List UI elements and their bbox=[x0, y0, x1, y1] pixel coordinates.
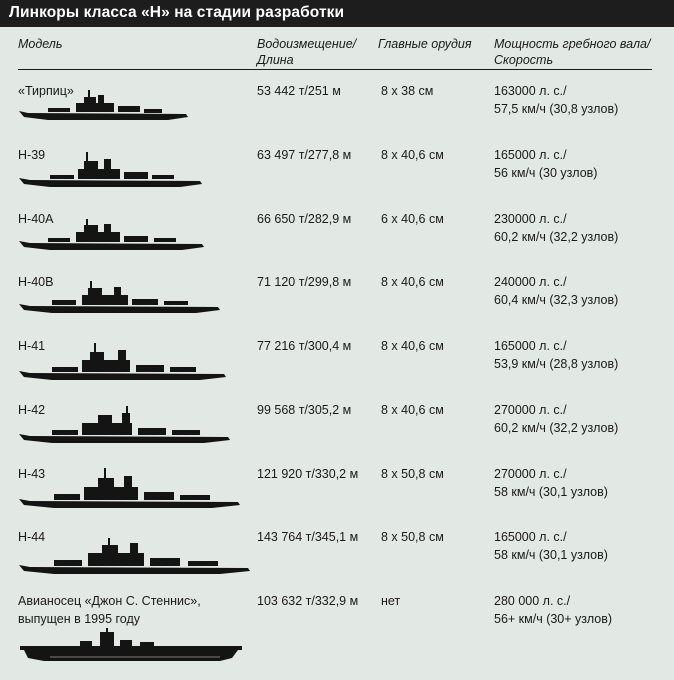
row-model: Н-41 bbox=[18, 339, 46, 353]
row-speed: 60,4 км/ч (32,3 узлов) bbox=[494, 293, 619, 307]
battleship-silhouette bbox=[18, 342, 228, 381]
header-power: Мощность гребного вала/ Скорость bbox=[494, 36, 650, 68]
row-guns: 8 х 40,6 см bbox=[381, 275, 444, 289]
row-model: Н-40В bbox=[18, 275, 54, 289]
carrier-model-line1: Авианосец «Джон С. Стеннис», bbox=[18, 594, 201, 608]
row-model: Н-44 bbox=[18, 530, 46, 544]
row-power: 270000 л. с./ bbox=[494, 403, 567, 417]
battleship-silhouette bbox=[18, 150, 204, 188]
row-power: 270000 л. с./ bbox=[494, 467, 567, 481]
row-power: 165000 л. с./ bbox=[494, 339, 567, 353]
row-model: «Тирпиц» bbox=[18, 84, 74, 98]
battleship-silhouette bbox=[18, 537, 252, 575]
row-guns: 6 х 40,6 см bbox=[381, 212, 444, 226]
row-model: Н-39 bbox=[18, 148, 46, 162]
row-power: 240000 л. с./ bbox=[494, 275, 567, 289]
aircraft-carrier-silhouette bbox=[20, 628, 242, 666]
row-speed: 60,2 км/ч (32,2 узлов) bbox=[494, 230, 619, 244]
battleship-silhouette bbox=[18, 218, 206, 251]
row-speed: 58 км/ч (30,1 узлов) bbox=[494, 485, 608, 499]
row-guns: 8 х 50,8 см bbox=[381, 467, 444, 481]
row-displacement: 143 764 т/345,1 м bbox=[257, 530, 359, 544]
battleship-silhouette bbox=[18, 280, 222, 314]
header-model: Модель bbox=[18, 37, 63, 51]
row-guns: 8 х 40,6 см bbox=[381, 148, 444, 162]
row-model: Н-43 bbox=[18, 467, 46, 481]
row-guns: 8 х 40,6 см bbox=[381, 339, 444, 353]
battleship-silhouette bbox=[18, 87, 190, 121]
row-displacement: 66 650 т/282,9 м bbox=[257, 212, 352, 226]
row-power: 163000 л. с./ bbox=[494, 84, 567, 98]
battleship-silhouette bbox=[18, 467, 242, 509]
title-bar: Линкоры класса «Н» на стадии разработки bbox=[0, 0, 674, 27]
row-power: 165000 л. с./ bbox=[494, 148, 567, 162]
row-speed: 58 км/ч (30,1 узлов) bbox=[494, 548, 608, 562]
row-power: 230000 л. с./ bbox=[494, 212, 567, 226]
carrier-guns: нет bbox=[381, 594, 401, 608]
row-speed: 60,2 км/ч (32,2 узлов) bbox=[494, 421, 619, 435]
row-displacement: 63 497 т/277,8 м bbox=[257, 148, 352, 162]
row-guns: 8 х 50,8 см bbox=[381, 530, 444, 544]
header-displacement: Водоизмещение/ Длина bbox=[257, 36, 356, 68]
carrier-speed: 56+ км/ч (30+ узлов) bbox=[494, 612, 613, 626]
row-displacement: 121 920 т/330,2 м bbox=[257, 467, 359, 481]
row-guns: 8 х 38 см bbox=[381, 84, 434, 98]
row-guns: 8 х 40,6 см bbox=[381, 403, 444, 417]
row-model: Н-42 bbox=[18, 403, 46, 417]
header-guns: Главные орудия bbox=[378, 37, 472, 51]
row-power: 165000 л. с./ bbox=[494, 530, 567, 544]
carrier-model-line2: выпущен в 1995 году bbox=[18, 612, 141, 626]
row-speed: 56 км/ч (30 узлов) bbox=[494, 166, 598, 180]
carrier-power: 280 000 л. с./ bbox=[494, 594, 571, 608]
row-displacement: 99 568 т/305,2 м bbox=[257, 403, 352, 417]
row-displacement: 71 120 т/299,8 м bbox=[257, 275, 352, 289]
battleship-silhouette bbox=[18, 404, 232, 444]
header-power-line2: Скорость bbox=[494, 53, 554, 67]
row-displacement: 77 216 т/300,4 м bbox=[257, 339, 352, 353]
page-title: Линкоры класса «Н» на стадии разработки bbox=[9, 4, 345, 21]
row-speed: 53,9 км/ч (28,8 узлов) bbox=[494, 357, 619, 371]
header-displacement-line1: Водоизмещение/ bbox=[257, 37, 357, 51]
row-speed: 57,5 км/ч (30,8 узлов) bbox=[494, 102, 619, 116]
row-model: Н-40А bbox=[18, 212, 54, 226]
row-displacement: 53 442 т/251 м bbox=[257, 84, 341, 98]
carrier-displacement: 103 632 т/332,9 м bbox=[257, 594, 359, 608]
header-displacement-line2: Длина bbox=[257, 53, 294, 67]
header-divider bbox=[18, 69, 652, 70]
header-power-line1: Мощность гребного вала/ bbox=[494, 37, 651, 51]
